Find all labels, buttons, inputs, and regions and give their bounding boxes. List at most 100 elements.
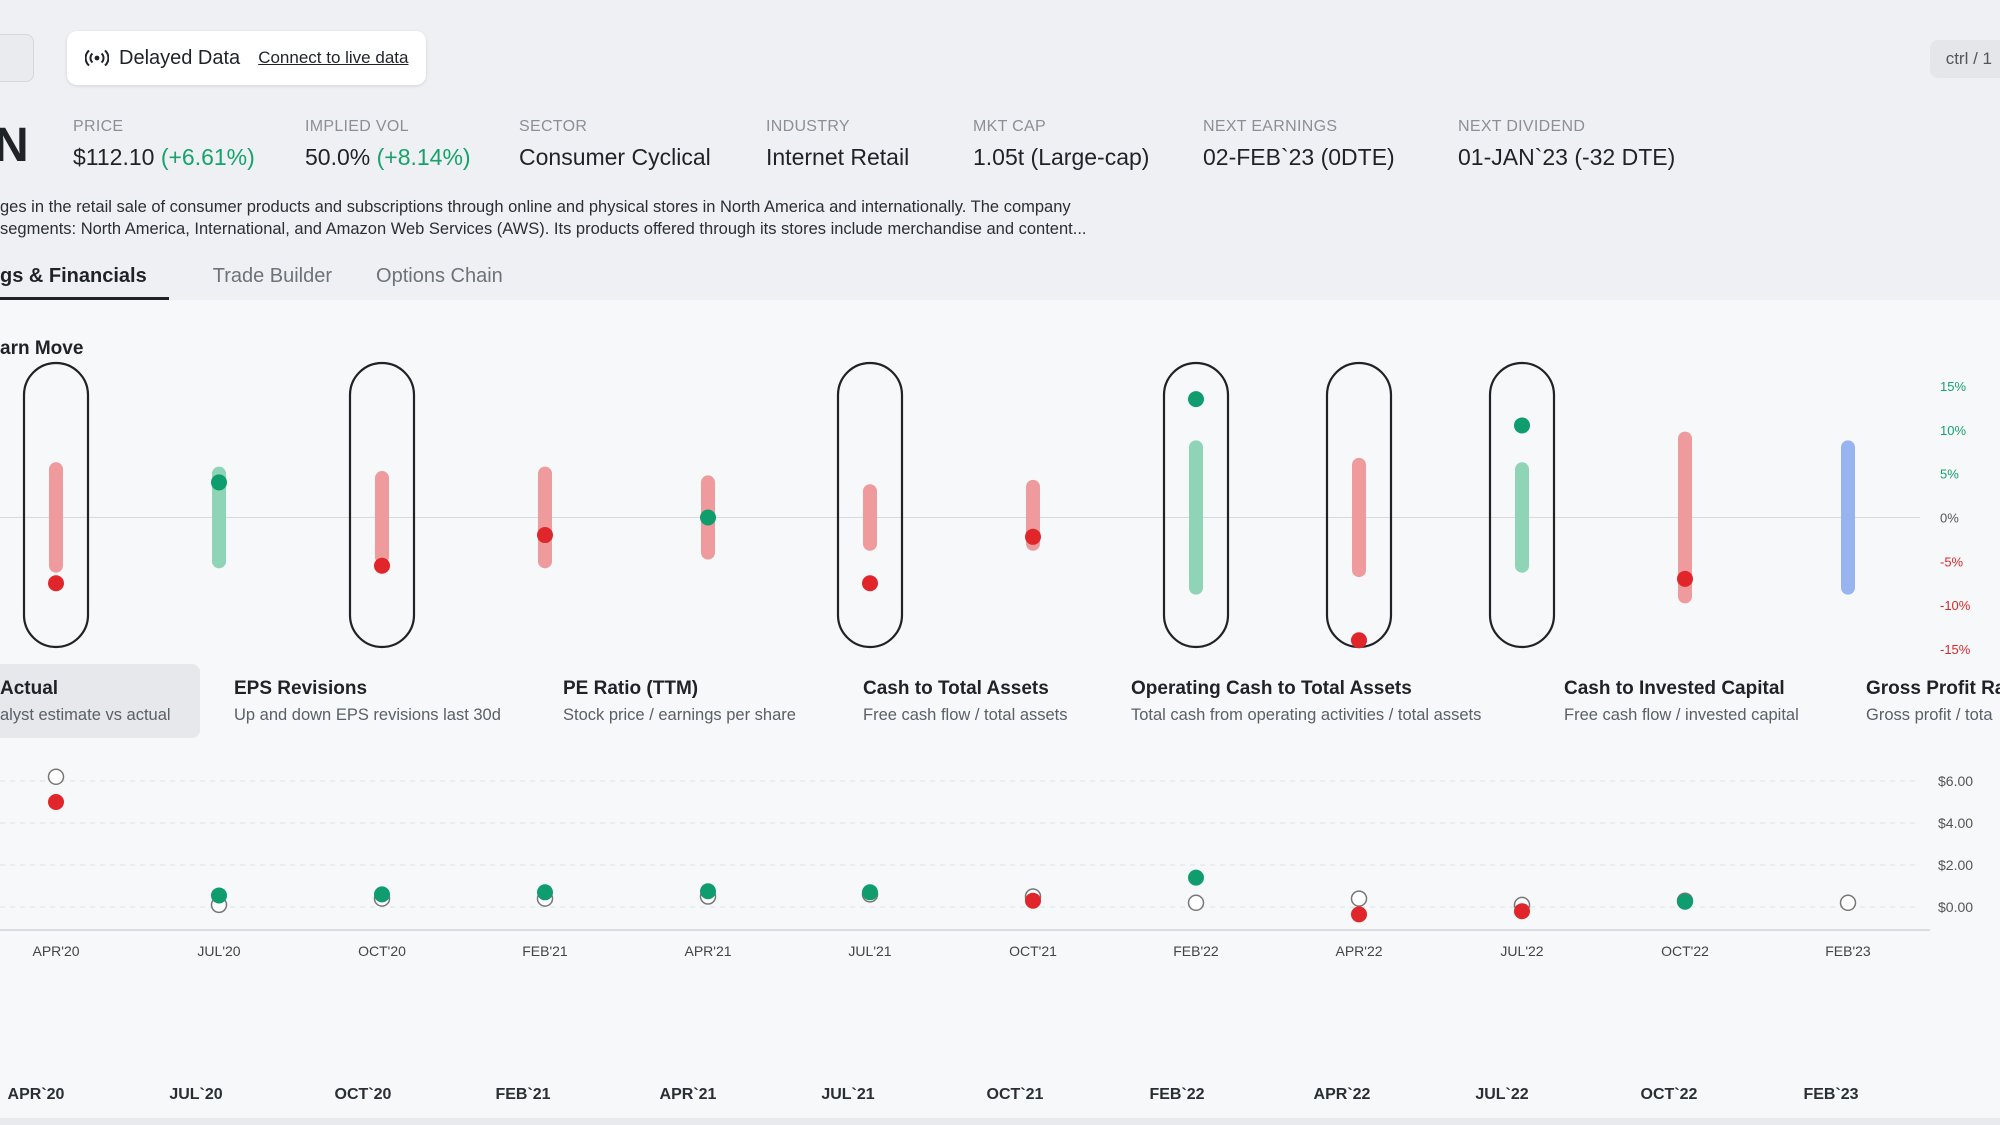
- timeline-label[interactable]: APR`20: [7, 1086, 65, 1103]
- stat-change: (+6.61%): [160, 144, 255, 170]
- delayed-data-chip: Delayed Data Connect to live data: [67, 31, 427, 85]
- x-tick-label: JUL'22: [1500, 943, 1543, 959]
- actual-eps-point: [211, 887, 227, 904]
- actual-move-point: [1188, 391, 1204, 408]
- stat-label: NEXT DIVIDEND: [1458, 118, 1586, 135]
- timeline-label[interactable]: APR`22: [1313, 1086, 1371, 1103]
- y-tick-label: 10%: [1940, 423, 1966, 438]
- timeline-label[interactable]: JUL`21: [821, 1086, 875, 1103]
- tab-trade-builder[interactable]: Trade Builder: [212, 265, 333, 287]
- metric-cash-to-total-assets[interactable]: Cash to Total Assets Free cash flow / to…: [863, 664, 1068, 738]
- x-tick-label: APR'20: [32, 943, 79, 959]
- metric-operating-cash-to-total-assets[interactable]: Operating Cash to Total Assets Total cas…: [1131, 664, 1481, 738]
- timeline-label[interactable]: FEB`21: [495, 1086, 551, 1103]
- company-description: ges in the retail sale of consumer produ…: [0, 196, 1200, 240]
- stat-label: NEXT EARNINGS: [1203, 118, 1338, 135]
- actual-move-point: [700, 509, 716, 526]
- eps-chart: $6.00 $4.00 $2.00 $0.00 APR'20 JUL'20 OCT'20 FE…: [0, 768, 1973, 959]
- metric-title: EPS Revisions: [234, 678, 368, 699]
- actual-move-point: [211, 474, 227, 491]
- stat-value: $112.10: [73, 144, 155, 170]
- actual-move-point: [1025, 528, 1041, 545]
- x-tick-label: APR'22: [1335, 943, 1382, 959]
- stats-row: PRICE $112.10 (+6.61%) IMPLIED VOL 50.0%…: [0, 118, 2000, 178]
- earn-move-chart: 15% 10% 5% 0% -5% -10% -15%: [0, 361, 1971, 657]
- timeline-label[interactable]: OCT`21: [986, 1086, 1044, 1103]
- stat-value: 1.05t (Large-cap): [973, 144, 1150, 170]
- metric-subtitle: Free cash flow / total assets: [863, 706, 1068, 724]
- metric-pe-ratio[interactable]: PE Ratio (TTM) Stock price / earnings pe…: [563, 664, 796, 738]
- x-tick-label: JUL'20: [197, 943, 240, 959]
- keyboard-shortcut-hint[interactable]: ctrl / 1: [1929, 40, 2000, 78]
- y-tick-label: $6.00: [1938, 773, 1973, 789]
- metric-subtitle: Stock price / earnings per share: [563, 706, 796, 724]
- actual-eps-point: [1025, 892, 1041, 909]
- metric-subtitle: Gross profit / tota: [1866, 706, 1993, 724]
- metric-subtitle: Up and down EPS revisions last 30d: [234, 706, 501, 724]
- timeline-label[interactable]: JUL`20: [169, 1086, 223, 1103]
- actual-move-point: [1677, 570, 1693, 587]
- description-line: ges in the retail sale of consumer produ…: [0, 198, 1071, 216]
- metric-title: Cash to Total Assets: [863, 678, 1049, 699]
- y-tick-label: $4.00: [1938, 815, 1973, 831]
- y-tick-label: $0.00: [1938, 899, 1973, 915]
- timeline-axis[interactable]: APR`20 JUL`20 OCT`20 FEB`21 APR`21 JUL`21 OCT`…: [0, 1072, 2000, 1125]
- stat-value: Internet Retail: [766, 144, 910, 170]
- timeline-label[interactable]: OCT`20: [334, 1086, 392, 1103]
- timeline-label[interactable]: APR`21: [659, 1086, 717, 1103]
- y-tick-label: -15%: [1940, 642, 1971, 657]
- metric-gross-profit-ratio[interactable]: Gross Profit Ra Gross profit / tota: [1866, 664, 2000, 738]
- tab-options-chain[interactable]: Options Chain: [376, 265, 503, 287]
- connect-live-data-link[interactable]: Connect to live data: [258, 48, 409, 67]
- earnings-panel: [0, 300, 2000, 1125]
- metric-subtitle: alyst estimate vs actual: [0, 706, 171, 724]
- metric-title: PE Ratio (TTM): [563, 678, 699, 699]
- actual-eps-point: [537, 884, 553, 901]
- metric-title: Operating Cash to Total Assets: [1131, 678, 1412, 699]
- actual-eps-point: [1514, 903, 1530, 920]
- timeline-label[interactable]: FEB`23: [1803, 1086, 1859, 1103]
- actual-eps-point: [48, 794, 64, 810]
- highlight-capsule: [1162, 361, 1230, 649]
- actual-move-point: [537, 527, 553, 544]
- x-tick-label: OCT'20: [358, 943, 406, 959]
- stat-implied-vol: IMPLIED VOL 50.0% (+8.14%): [305, 118, 471, 171]
- metric-selector: Actual alyst estimate vs actual EPS Revi…: [0, 664, 2000, 740]
- y-tick-label: -10%: [1940, 598, 1971, 613]
- x-tick-label: OCT'21: [1009, 943, 1057, 959]
- stat-value: 50.0%: [305, 144, 371, 170]
- timeline-label[interactable]: OCT`22: [1640, 1086, 1698, 1103]
- actual-move-point: [1351, 632, 1367, 649]
- y-tick-label: -5%: [1940, 554, 1964, 569]
- actual-eps-point: [862, 884, 878, 901]
- tab-bar: gs & Financials Trade Builder Options Ch…: [0, 258, 525, 304]
- timeline-label[interactable]: FEB`22: [1149, 1086, 1205, 1103]
- highlight-capsule: [348, 361, 416, 649]
- estimate-point: [1350, 890, 1368, 907]
- ticker-symbol: N: [0, 119, 29, 172]
- x-tick-label: FEB'22: [1173, 943, 1219, 959]
- metric-title: Gross Profit Ra: [1866, 678, 2000, 699]
- metric-eps-actual[interactable]: Actual alyst estimate vs actual: [0, 664, 200, 738]
- stat-sector: SECTOR Consumer Cyclical: [519, 118, 711, 171]
- metric-cash-to-invested-capital[interactable]: Cash to Invested Capital Free cash flow …: [1564, 664, 1799, 738]
- highlight-capsule: [22, 361, 90, 649]
- x-tick-label: JUL'21: [848, 943, 891, 959]
- description-line: segments: North America, International, …: [0, 220, 1087, 238]
- estimate-point: [47, 768, 65, 786]
- timeline-label[interactable]: JUL`22: [1475, 1086, 1529, 1103]
- stat-label: SECTOR: [519, 118, 588, 135]
- metric-eps-revisions[interactable]: EPS Revisions Up and down EPS revisions …: [234, 664, 501, 738]
- y-tick-label: 0%: [1940, 511, 1959, 526]
- stat-label: INDUSTRY: [766, 118, 850, 135]
- moon-icon: [1411, 148, 1421, 166]
- back-button-fragment[interactable]: [0, 34, 34, 82]
- x-tick-label: APR'21: [684, 943, 731, 959]
- delayed-data-label: Delayed Data: [119, 46, 241, 69]
- footer-divider: [0, 1118, 2000, 1125]
- stat-industry: INDUSTRY Internet Retail: [766, 118, 909, 171]
- estimate-point: [1187, 894, 1205, 912]
- actual-eps-point: [1351, 906, 1367, 923]
- tab-earnings-financials[interactable]: gs & Financials: [0, 258, 169, 300]
- actual-eps-point: [1188, 869, 1204, 886]
